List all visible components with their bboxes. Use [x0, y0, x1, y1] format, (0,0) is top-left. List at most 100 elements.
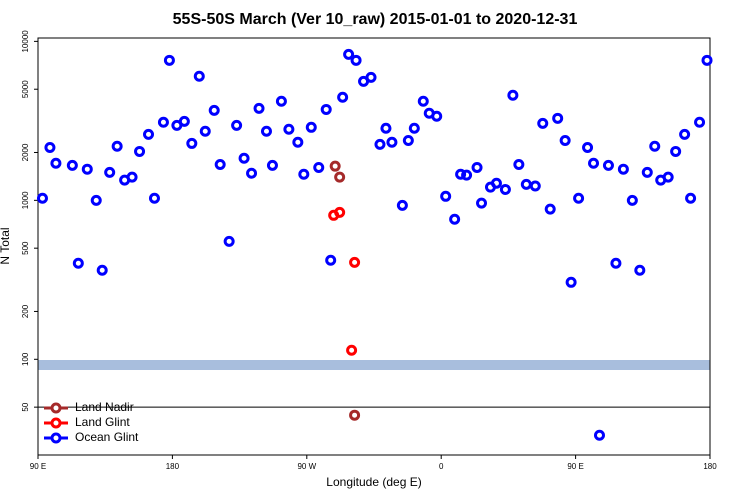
point — [559, 134, 571, 146]
point — [685, 192, 697, 204]
y-tick-label: 100 — [21, 352, 30, 366]
point — [349, 409, 361, 421]
point — [96, 264, 108, 276]
point — [208, 104, 220, 116]
point — [199, 125, 211, 137]
point — [365, 71, 377, 83]
point — [476, 197, 488, 209]
x-tick-label: 0 — [439, 462, 444, 471]
point — [349, 256, 361, 268]
point — [253, 102, 265, 114]
point — [634, 264, 646, 276]
point — [626, 194, 638, 206]
point — [670, 145, 682, 157]
point — [544, 203, 556, 215]
point — [334, 206, 346, 218]
point — [313, 161, 325, 173]
point — [386, 136, 398, 148]
point — [662, 171, 674, 183]
y-tick-label: 1000 — [21, 191, 30, 209]
point — [305, 121, 317, 133]
point — [143, 128, 155, 140]
x-tick-label: 90 E — [567, 462, 583, 471]
x-tick-label: 90 E — [30, 462, 46, 471]
point — [178, 115, 190, 127]
point — [81, 163, 93, 175]
point — [266, 159, 278, 171]
x-tick-label: 90 W — [297, 462, 316, 471]
point — [223, 235, 235, 247]
point — [193, 70, 205, 82]
point — [126, 171, 138, 183]
legend-marker — [50, 432, 62, 444]
point — [552, 112, 564, 124]
y-tick-label: 10000 — [21, 30, 30, 53]
x-tick-label: 180 — [166, 462, 180, 471]
point — [602, 159, 614, 171]
point — [499, 183, 511, 195]
y-tick-label: 500 — [21, 241, 30, 255]
legend-label: Land Nadir — [75, 400, 134, 414]
y-axis-label: N Total — [0, 227, 12, 264]
point — [214, 159, 226, 171]
point — [455, 168, 467, 180]
point — [275, 95, 287, 107]
legend-label: Land Glint — [75, 415, 130, 429]
point — [104, 166, 116, 178]
point — [36, 192, 48, 204]
point — [520, 178, 532, 190]
y-tick-label: 2000 — [21, 143, 30, 161]
point — [186, 137, 198, 149]
y-tick-label: 50 — [21, 402, 30, 411]
point — [694, 116, 706, 128]
point — [163, 54, 175, 66]
point — [588, 157, 600, 169]
point — [701, 54, 713, 66]
point — [343, 48, 355, 60]
point — [513, 159, 525, 171]
legend-marker — [50, 402, 62, 414]
point — [449, 213, 461, 225]
point — [157, 116, 169, 128]
point — [679, 128, 691, 140]
y-tick-label: 5000 — [21, 80, 30, 98]
point — [573, 192, 585, 204]
point — [402, 134, 414, 146]
point — [507, 89, 519, 101]
point — [337, 91, 349, 103]
point — [134, 145, 146, 157]
point — [231, 119, 243, 131]
point — [292, 136, 304, 148]
point — [346, 344, 358, 356]
point — [44, 141, 56, 153]
point — [593, 429, 605, 441]
point — [72, 257, 84, 269]
point — [565, 276, 577, 288]
y-tick-label: 200 — [21, 304, 30, 318]
point — [111, 140, 123, 152]
point — [417, 95, 429, 107]
point — [408, 122, 420, 134]
point — [329, 160, 341, 172]
point — [298, 168, 310, 180]
point — [260, 125, 272, 137]
point — [617, 163, 629, 175]
point — [641, 166, 653, 178]
point — [471, 161, 483, 173]
plot-frame — [37, 37, 711, 456]
x-axis-label: Longitude (deg E) — [326, 475, 421, 489]
point — [350, 54, 362, 66]
legend-marker — [50, 417, 62, 429]
chart-title: 55S-50S March (Ver 10_raw) 2015-01-01 to… — [173, 11, 578, 28]
point — [238, 152, 250, 164]
point — [334, 171, 346, 183]
point — [148, 192, 160, 204]
point — [537, 117, 549, 129]
point — [396, 199, 408, 211]
legend-label: Ocean Glint — [75, 430, 139, 444]
band — [38, 360, 710, 370]
point — [649, 140, 661, 152]
point — [529, 180, 541, 192]
point — [380, 122, 392, 134]
